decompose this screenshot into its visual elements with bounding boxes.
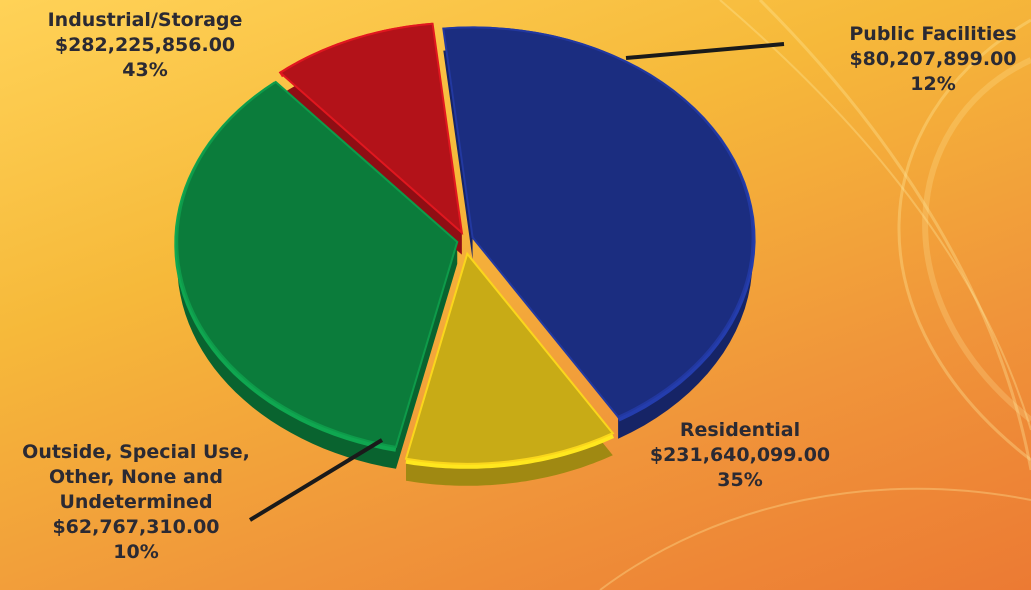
slice-amount: $62,767,310.00 — [52, 516, 220, 538]
slice-name: Public Facilities — [849, 23, 1017, 45]
slice-percent: 43% — [122, 59, 168, 81]
slice-name-line: Undetermined — [59, 491, 213, 513]
slice-side-outside-special-use — [280, 23, 462, 255]
slice-name: Industrial/Storage — [47, 9, 243, 31]
leader-line-outside — [248, 438, 384, 522]
slice-percent: 10% — [113, 541, 159, 563]
slice-percent: 35% — [717, 469, 763, 491]
label-industrial-storage: Industrial/Storage $282,225,856.00 43% — [20, 8, 270, 83]
slice-industrial-storage — [442, 26, 754, 419]
slice-public-facilities — [404, 251, 615, 465]
label-public-facilities: Public Facilities $80,207,899.00 12% — [838, 22, 1028, 97]
slice-percent: 12% — [910, 73, 956, 95]
slice-name-line: Outside, Special Use, — [22, 441, 250, 463]
slice-name-line: Other, None and — [49, 466, 223, 488]
slice-rim-public-facilities — [405, 432, 615, 469]
slice-amount: $80,207,899.00 — [849, 48, 1017, 70]
leader-line-public-facilities — [625, 42, 785, 60]
slice-amount: $282,225,856.00 — [54, 34, 236, 56]
label-residential: Residential $231,640,099.00 35% — [615, 418, 865, 493]
label-outside-special-use: Outside, Special Use, Other, None and Un… — [0, 440, 272, 565]
slice-residential — [176, 80, 459, 448]
slice-outside-special-use — [278, 22, 464, 236]
slice-name: Residential — [679, 419, 801, 441]
slice-amount: $231,640,099.00 — [649, 444, 831, 466]
